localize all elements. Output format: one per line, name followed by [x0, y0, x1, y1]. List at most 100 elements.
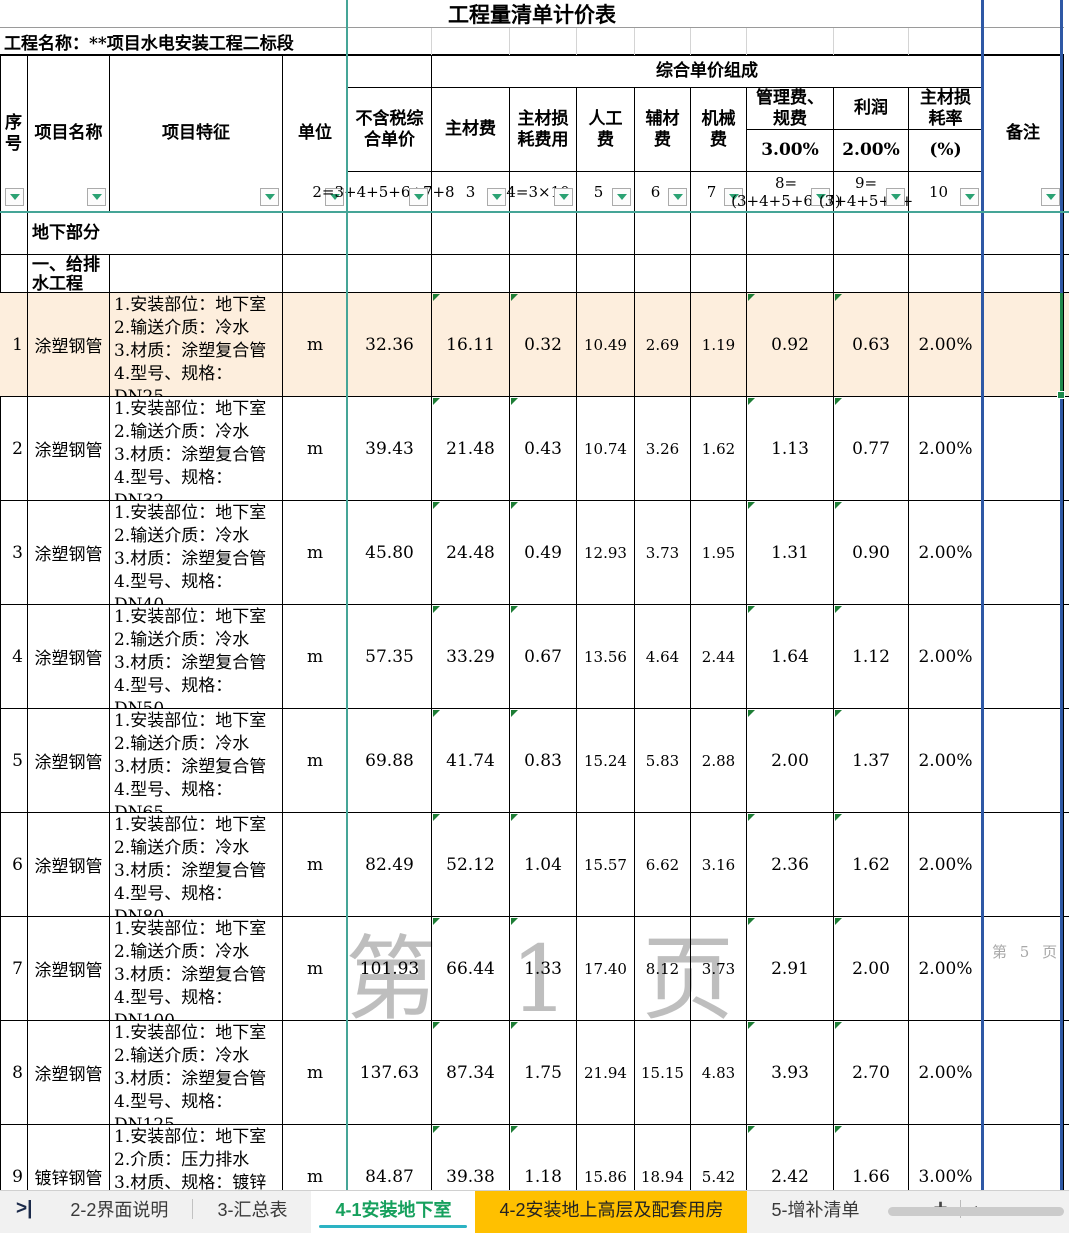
sunhao-lv-cell[interactable]: 2.00% — [909, 293, 983, 396]
guanli-cell[interactable]: 1.13 — [747, 397, 834, 500]
jixie-cell[interactable]: 2.44 — [691, 605, 747, 708]
filter-dropdown-icon[interactable] — [87, 188, 106, 206]
sunhao-lv-cell[interactable]: 2.00% — [909, 501, 983, 604]
zhucai-cell[interactable]: 87.34 — [432, 1021, 510, 1124]
sunhao-lv-cell[interactable]: 2.00% — [909, 605, 983, 708]
zhucai-cell[interactable]: 16.11 — [432, 293, 510, 396]
remark-cell[interactable] — [983, 917, 1064, 1020]
sunhao-fei-cell[interactable]: 1.33 — [510, 917, 577, 1020]
zhucai-cell[interactable]: 33.29 — [432, 605, 510, 708]
price-cell[interactable]: 137.63 — [348, 1021, 432, 1124]
item-name-cell[interactable]: 涂塑钢管 — [28, 813, 110, 916]
table-row[interactable]: 9 镀锌钢管 1.安装部位：地下室 2.介质：压力排水 3.材质、规格：镀锌 m… — [0, 1125, 1069, 1190]
filter-dropdown-icon[interactable] — [724, 188, 743, 206]
sunhao-fei-cell[interactable]: 0.43 — [510, 397, 577, 500]
price-cell[interactable]: 39.43 — [348, 397, 432, 500]
price-cell[interactable]: 84.87 — [348, 1125, 432, 1190]
row-index-cell[interactable]: 7 — [0, 917, 28, 1020]
zhucai-cell[interactable]: 66.44 — [432, 917, 510, 1020]
jixie-cell[interactable]: 4.83 — [691, 1021, 747, 1124]
jixie-cell[interactable]: 2.88 — [691, 709, 747, 812]
table-row[interactable]: 6 涂塑钢管 1.安装部位：地下室 2.输送介质：冷水 3.材质：涂塑复合管 4… — [0, 813, 1069, 917]
fucai-cell[interactable]: 8.12 — [635, 917, 691, 1020]
table-row[interactable]: 3 涂塑钢管 1.安装部位：地下室 2.输送介质：冷水 3.材质：涂塑复合管 4… — [0, 501, 1069, 605]
guanli-cell[interactable]: 1.31 — [747, 501, 834, 604]
price-cell[interactable]: 69.88 — [348, 709, 432, 812]
sunhao-lv-cell[interactable]: 2.00% — [909, 917, 983, 1020]
sunhao-lv-cell[interactable]: 2.00% — [909, 397, 983, 500]
fucai-cell[interactable]: 2.69 — [635, 293, 691, 396]
filter-dropdown-icon[interactable] — [409, 188, 428, 206]
table-row[interactable]: 8 涂塑钢管 1.安装部位：地下室 2.输送介质：冷水 3.材质：涂塑复合管 4… — [0, 1021, 1069, 1125]
item-name-cell[interactable]: 涂塑钢管 — [28, 1021, 110, 1124]
row-index-cell[interactable]: 3 — [0, 501, 28, 604]
filter-dropdown-icon[interactable] — [960, 188, 979, 206]
item-features-cell[interactable]: 1.安装部位：地下室 2.输送介质：冷水 3.材质：涂塑复合管 4.型号、规格：… — [110, 813, 283, 916]
rengong-cell[interactable]: 15.24 — [577, 709, 635, 812]
guanli-cell[interactable]: 3.93 — [747, 1021, 834, 1124]
rengong-cell[interactable]: 17.40 — [577, 917, 635, 1020]
col-header-beizhu[interactable]: 备注 — [983, 55, 1064, 213]
filter-dropdown-icon[interactable] — [325, 188, 344, 206]
col-header-xuhao[interactable]: 序号 — [0, 55, 28, 213]
sunhao-lv-cell[interactable]: 3.00% — [909, 1125, 983, 1190]
tab-2-2[interactable]: 2-2界面说明 — [46, 1191, 192, 1233]
tab-5[interactable]: 5-增补清单 — [747, 1191, 883, 1233]
lirun-cell[interactable]: 1.62 — [834, 813, 909, 916]
item-name-cell[interactable]: 涂塑钢管 — [28, 397, 110, 500]
remark-cell[interactable] — [983, 1021, 1064, 1124]
filter-dropdown-icon[interactable] — [1041, 188, 1060, 206]
item-name-cell[interactable]: 涂塑钢管 — [28, 293, 110, 396]
formula-cell-fucai[interactable]: 6 — [635, 172, 691, 213]
lirun-cell[interactable]: 2.70 — [834, 1021, 909, 1124]
fucai-cell[interactable]: 3.26 — [635, 397, 691, 500]
price-cell[interactable]: 57.35 — [348, 605, 432, 708]
formula-cell-zhucai[interactable]: 3 — [432, 172, 510, 213]
section-row-chapter[interactable]: 一、给排水工程 — [0, 255, 1069, 293]
row-index-cell[interactable]: 4 — [0, 605, 28, 708]
table-row[interactable]: 7 涂塑钢管 1.安装部位：地下室 2.输送介质：冷水 3.材质：涂塑复合管 4… — [0, 917, 1069, 1021]
sunhao-fei-cell[interactable]: 0.32 — [510, 293, 577, 396]
sunhao-lv-cell[interactable]: 2.00% — [909, 813, 983, 916]
jixie-cell[interactable]: 1.95 — [691, 501, 747, 604]
unit-cell[interactable]: m — [283, 1125, 348, 1190]
sunhao-lv-cell[interactable]: 2.00% — [909, 709, 983, 812]
remark-cell[interactable] — [983, 1125, 1064, 1190]
guanli-cell[interactable]: 2.42 — [747, 1125, 834, 1190]
guanli-cell[interactable]: 0.92 — [747, 293, 834, 396]
item-features-cell[interactable]: 1.安装部位：地下室 2.介质：压力排水 3.材质、规格：镀锌 — [110, 1125, 283, 1190]
fucai-cell[interactable]: 5.83 — [635, 709, 691, 812]
sunhao-fei-cell[interactable]: 1.18 — [510, 1125, 577, 1190]
sunhao-lv-cell[interactable]: 2.00% — [909, 1021, 983, 1124]
filter-dropdown-icon[interactable] — [554, 188, 573, 206]
sunhao-fei-cell[interactable]: 0.49 — [510, 501, 577, 604]
section-row-part[interactable]: 地下部分 — [0, 213, 1069, 255]
lirun-cell[interactable]: 1.66 — [834, 1125, 909, 1190]
unit-cell[interactable]: m — [283, 709, 348, 812]
col-header-tezheng[interactable]: 项目特征 — [110, 55, 283, 213]
item-features-cell[interactable]: 1.安装部位：地下室 2.输送介质：冷水 3.材质：涂塑复合管 4.型号、规格：… — [110, 1021, 283, 1124]
row-index-cell[interactable]: 5 — [0, 709, 28, 812]
zhucai-cell[interactable]: 41.74 — [432, 709, 510, 812]
fucai-cell[interactable]: 18.94 — [635, 1125, 691, 1190]
lirun-cell[interactable]: 1.37 — [834, 709, 909, 812]
unit-cell[interactable]: m — [283, 397, 348, 500]
formula-cell-price[interactable]: 2=3+4+5+6+7+8 — [312, 172, 455, 213]
jixie-cell[interactable]: 3.73 — [691, 917, 747, 1020]
unit-cell[interactable]: m — [283, 293, 348, 396]
filter-dropdown-icon[interactable] — [886, 188, 905, 206]
rengong-cell[interactable]: 12.93 — [577, 501, 635, 604]
zhucai-cell[interactable]: 52.12 — [432, 813, 510, 916]
item-name-cell[interactable]: 涂塑钢管 — [28, 709, 110, 812]
item-name-cell[interactable]: 镀锌钢管 — [28, 1125, 110, 1190]
filter-dropdown-icon[interactable] — [612, 188, 631, 206]
lirun-cell[interactable]: 2.00 — [834, 917, 909, 1020]
unit-cell[interactable]: m — [283, 501, 348, 604]
item-features-cell[interactable]: 1.安装部位：地下室 2.输送介质：冷水 3.材质：涂塑复合管 4.型号、规格：… — [110, 605, 283, 708]
remark-cell[interactable] — [983, 501, 1064, 604]
item-name-cell[interactable]: 涂塑钢管 — [28, 917, 110, 1020]
col-header-mingcheng[interactable]: 项目名称 — [28, 55, 110, 213]
remark-cell[interactable] — [983, 293, 1064, 396]
zhucai-cell[interactable]: 24.48 — [432, 501, 510, 604]
remark-cell[interactable] — [983, 397, 1064, 500]
